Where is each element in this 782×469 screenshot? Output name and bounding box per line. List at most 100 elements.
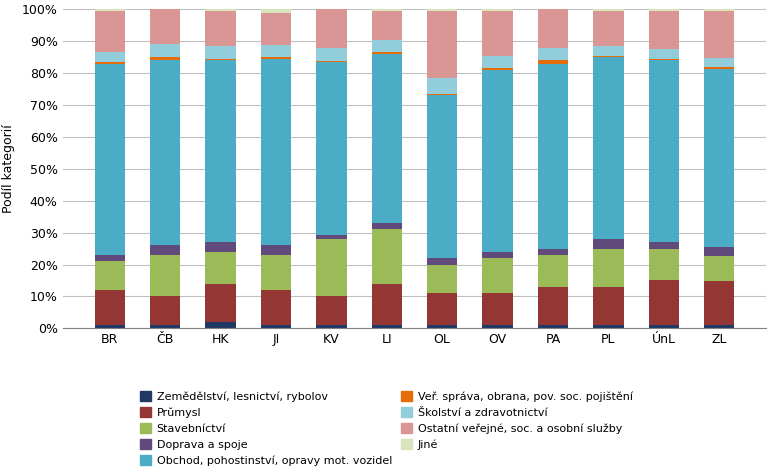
Bar (260, 255, 291, 290)
Bar (95, 325, 125, 328)
Bar (260, 9, 291, 13)
Bar (593, 56, 623, 57)
Bar (482, 252, 513, 258)
Bar (316, 235, 346, 239)
Bar (427, 94, 457, 96)
Bar (150, 61, 181, 245)
Legend: Zemědělství, lesnictví, rybolov, Prŭmysl, Stavebníctví, Doprava a spoje, Obchod,: Zemědělství, lesnictví, rybolov, Prŭmysl… (140, 391, 633, 466)
Bar (427, 11, 457, 78)
Bar (427, 9, 457, 11)
Bar (260, 13, 291, 45)
Bar (538, 287, 569, 325)
Bar (95, 9, 125, 11)
Bar (316, 62, 346, 235)
Bar (316, 48, 346, 61)
Bar (704, 325, 734, 328)
Bar (150, 325, 181, 328)
Bar (482, 11, 513, 56)
Bar (593, 249, 623, 287)
Bar (593, 57, 623, 239)
Bar (371, 284, 402, 325)
Bar (482, 293, 513, 325)
Bar (95, 255, 125, 261)
Bar (427, 265, 457, 293)
Bar (482, 9, 513, 11)
Bar (206, 284, 236, 322)
Bar (593, 11, 623, 46)
Bar (95, 64, 125, 255)
Bar (482, 258, 513, 293)
Bar (260, 290, 291, 325)
Bar (316, 61, 346, 62)
Bar (648, 59, 679, 61)
Bar (593, 239, 623, 249)
Bar (427, 78, 457, 94)
Bar (95, 62, 125, 64)
Bar (538, 255, 569, 287)
Bar (648, 325, 679, 328)
Bar (704, 281, 734, 325)
Bar (593, 46, 623, 56)
Bar (538, 61, 569, 64)
Bar (427, 96, 457, 258)
Bar (95, 53, 125, 62)
Bar (316, 296, 346, 325)
Y-axis label: Podíl kategorií: Podíl kategorií (2, 124, 15, 213)
Bar (371, 325, 402, 328)
Bar (482, 325, 513, 328)
Bar (371, 223, 402, 229)
Bar (648, 280, 679, 325)
Bar (538, 325, 569, 328)
Bar (648, 11, 679, 49)
Bar (95, 261, 125, 290)
Bar (206, 9, 236, 11)
Bar (704, 11, 734, 58)
Bar (593, 9, 623, 11)
Bar (150, 255, 181, 296)
Bar (704, 247, 734, 257)
Bar (482, 56, 513, 68)
Bar (206, 11, 236, 46)
Bar (316, 325, 346, 328)
Bar (704, 9, 734, 11)
Bar (371, 53, 402, 54)
Bar (95, 11, 125, 53)
Bar (593, 287, 623, 325)
Bar (648, 49, 679, 59)
Bar (427, 293, 457, 325)
Bar (371, 229, 402, 284)
Bar (260, 58, 291, 59)
Bar (206, 322, 236, 328)
Bar (95, 290, 125, 325)
Bar (371, 9, 402, 11)
Bar (260, 325, 291, 328)
Bar (704, 58, 734, 67)
Bar (371, 40, 402, 53)
Bar (427, 325, 457, 328)
Bar (648, 61, 679, 242)
Bar (538, 48, 569, 61)
Bar (260, 45, 291, 58)
Bar (648, 9, 679, 11)
Bar (538, 249, 569, 255)
Bar (538, 64, 569, 249)
Bar (150, 296, 181, 325)
Bar (704, 69, 734, 247)
Bar (648, 242, 679, 249)
Bar (260, 245, 291, 255)
Bar (704, 67, 734, 69)
Bar (482, 68, 513, 70)
Bar (150, 57, 181, 61)
Bar (206, 61, 236, 242)
Bar (371, 11, 402, 40)
Bar (206, 242, 236, 252)
Bar (316, 239, 346, 296)
Bar (593, 325, 623, 328)
Bar (150, 45, 181, 57)
Bar (538, 9, 569, 48)
Bar (427, 258, 457, 265)
Bar (371, 54, 402, 223)
Bar (150, 245, 181, 255)
Bar (648, 249, 679, 280)
Bar (206, 252, 236, 284)
